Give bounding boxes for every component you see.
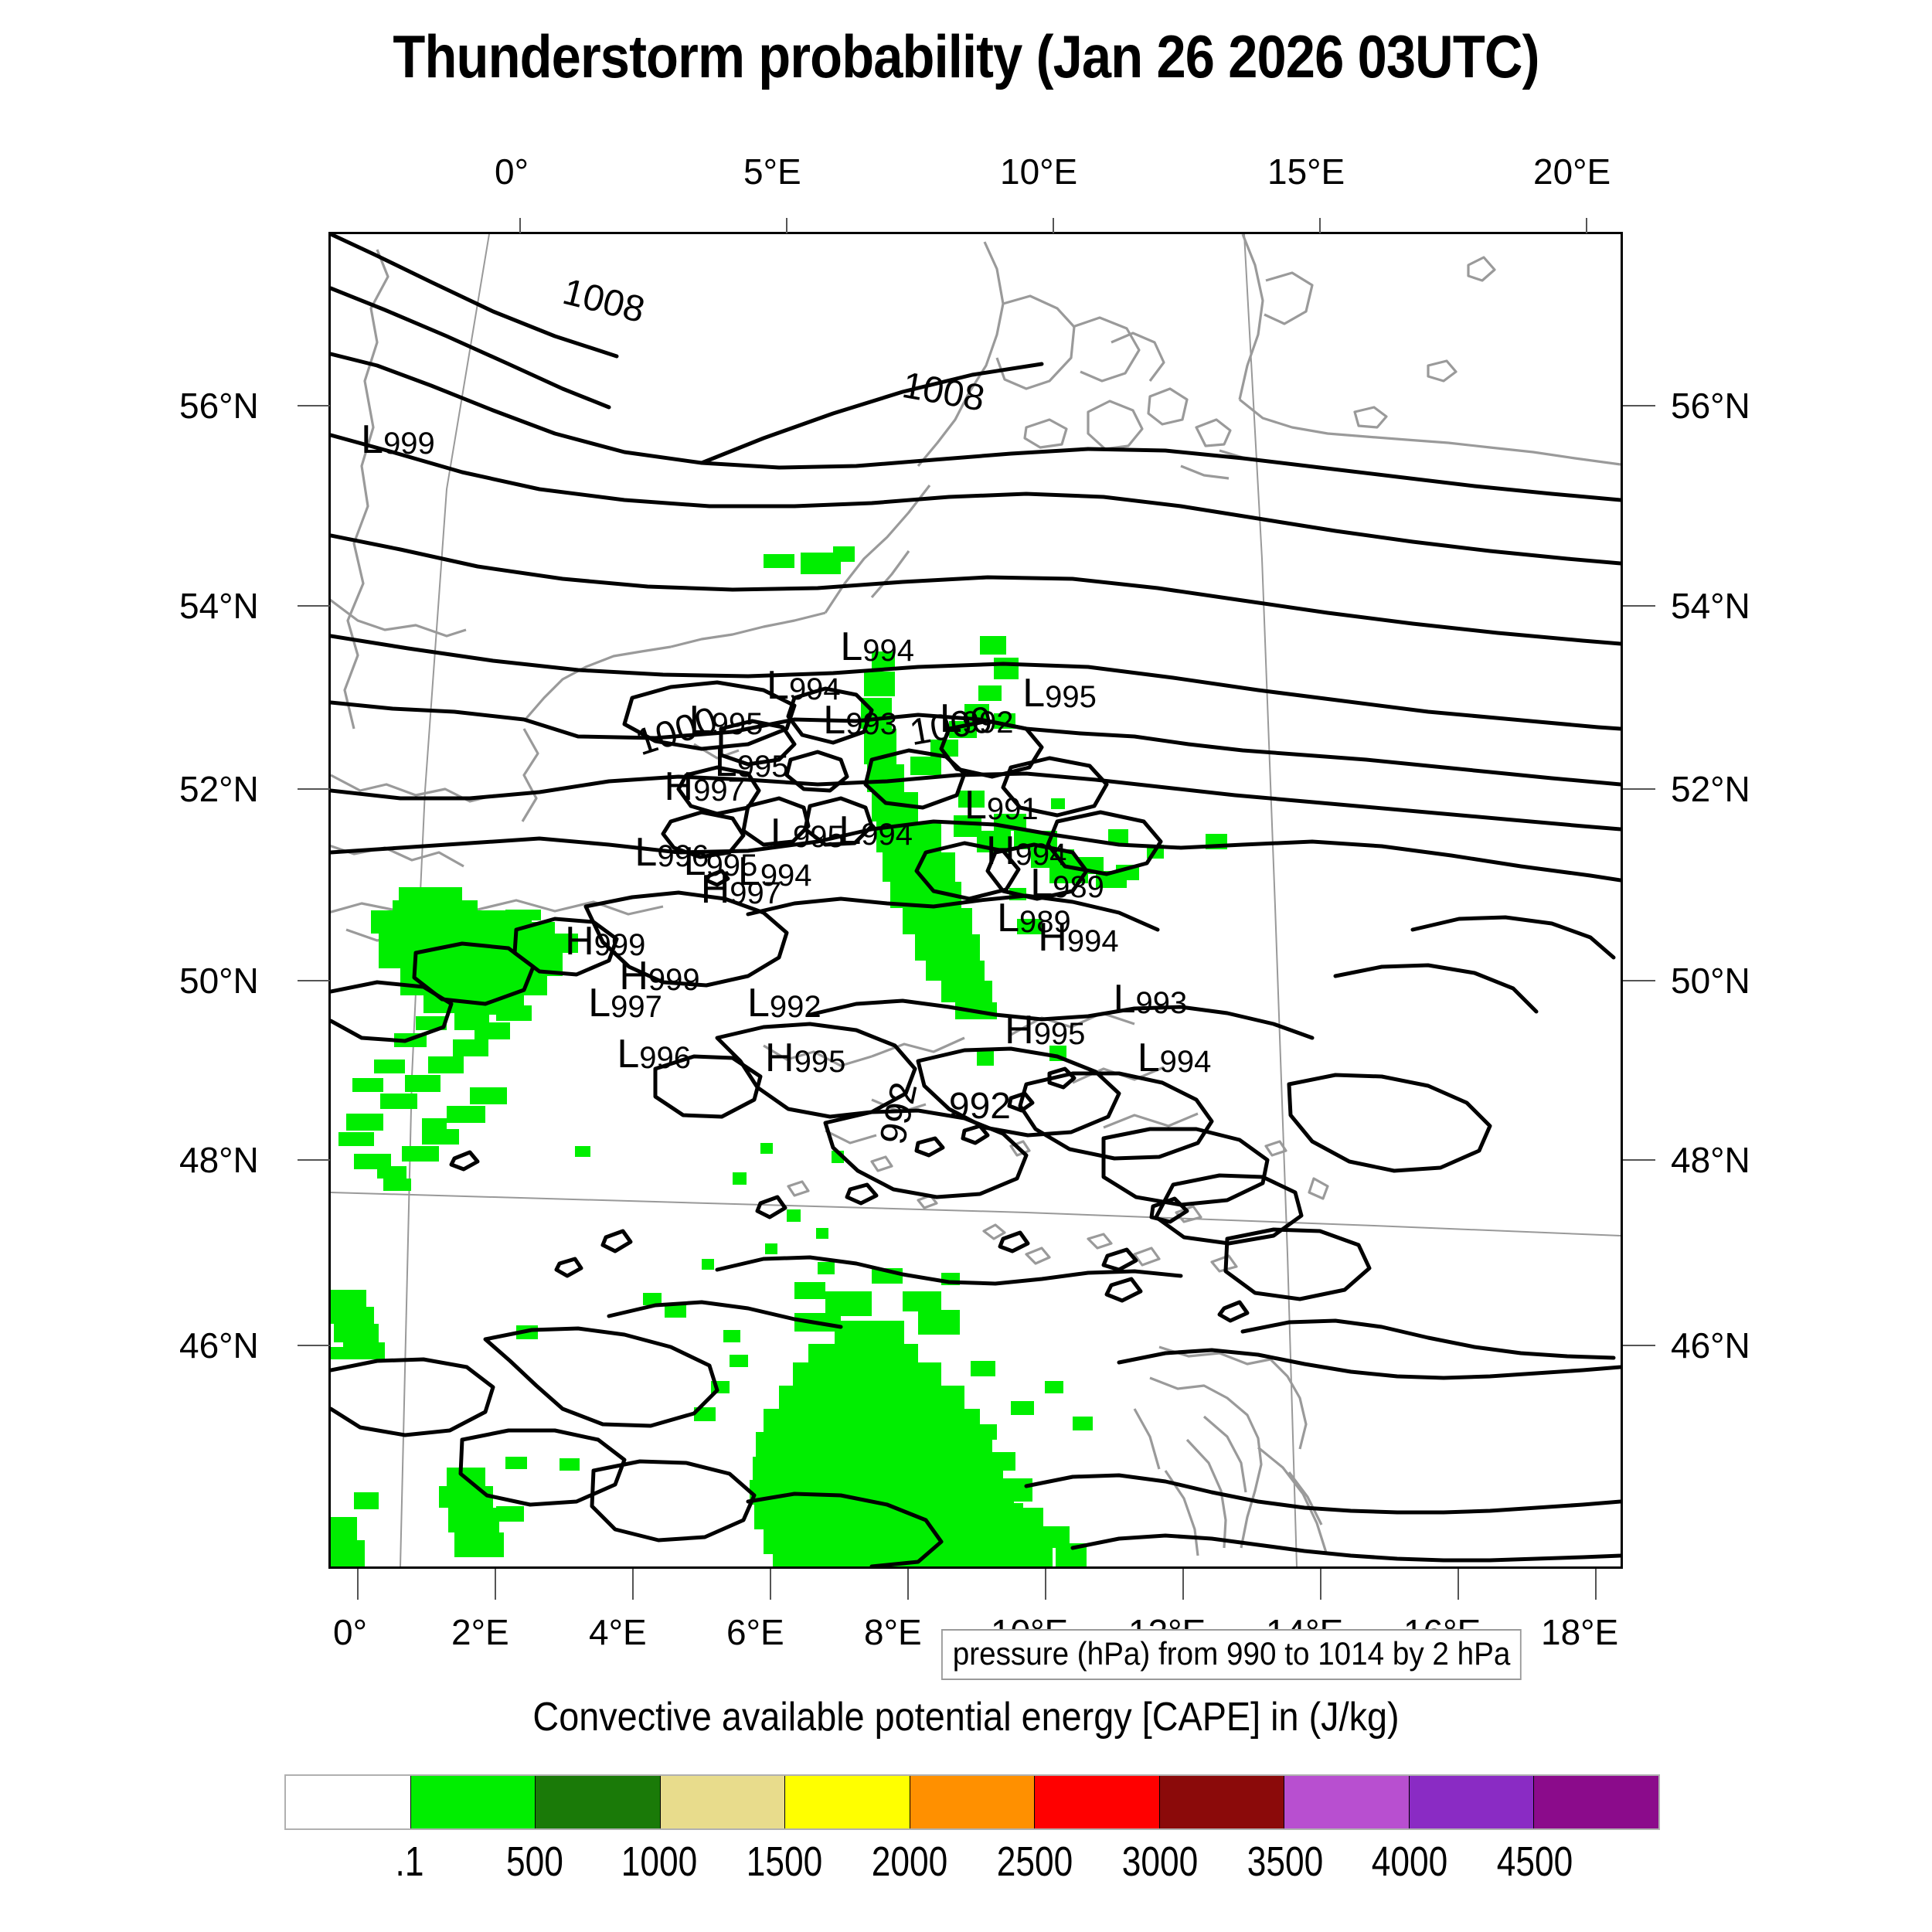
pressure-legend-note: pressure (hPa) from 990 to 1014 by 2 hPa xyxy=(941,1629,1522,1680)
lat-label-left: 56°N xyxy=(179,386,259,426)
colorbar-cell-9[interactable] xyxy=(1408,1776,1534,1828)
colorbar-cell-3[interactable] xyxy=(659,1776,785,1828)
lat-label-right: 54°N xyxy=(1671,586,1750,626)
colorbar-cell-2[interactable] xyxy=(535,1776,660,1828)
page-title: Thunderstorm probability (Jan 26 2026 03… xyxy=(393,22,1539,90)
lat-label-left: 50°N xyxy=(179,961,259,1001)
colorbar-tick-label: 1500 xyxy=(747,1838,823,1885)
colorbar-tick-labels: .1 500 1000 1500 2000 2500 3000 3500 4000 4500 xyxy=(284,1838,1660,1892)
colorbar-cell-4[interactable] xyxy=(784,1776,910,1828)
colorbar-cell-1[interactable] xyxy=(410,1776,536,1828)
map-canvas xyxy=(331,234,1621,1566)
lon-label-top: 0° xyxy=(495,151,529,192)
lon-label-top: 5°E xyxy=(743,151,801,192)
lon-label-bottom: 4°E xyxy=(589,1612,647,1652)
coastlines xyxy=(331,234,1621,1556)
isobars xyxy=(331,234,1621,1566)
lon-label-bottom: 8°E xyxy=(864,1612,922,1652)
lon-label-bottom: 0° xyxy=(333,1612,367,1652)
lat-label-left: 52°N xyxy=(179,769,259,809)
lat-label-right: 48°N xyxy=(1671,1140,1750,1180)
map-plot-area[interactable] xyxy=(328,232,1623,1569)
colorbar-tick-label: 4000 xyxy=(1372,1838,1448,1885)
colorbar-tick-label: 3500 xyxy=(1247,1838,1323,1885)
lat-label-right: 50°N xyxy=(1671,961,1750,1001)
lon-label-top: 20°E xyxy=(1533,151,1611,192)
lat-label-left: 46°N xyxy=(179,1325,259,1366)
colorbar-cell-7[interactable] xyxy=(1158,1776,1284,1828)
cape-colorbar[interactable] xyxy=(284,1774,1660,1830)
colorbar-tick-label: 1000 xyxy=(621,1838,698,1885)
colorbar-tick-label: 4500 xyxy=(1496,1838,1573,1885)
colorbar-caption: Convective available potential energy [C… xyxy=(532,1695,1400,1740)
colorbar-tick-label: 500 xyxy=(505,1838,563,1885)
lat-label-right: 52°N xyxy=(1671,769,1750,809)
colorbar-cell-10[interactable] xyxy=(1533,1776,1659,1828)
colorbar-tick-label: 2500 xyxy=(996,1838,1073,1885)
colorbar-cell-5[interactable] xyxy=(909,1776,1035,1828)
lat-label-left: 54°N xyxy=(179,586,259,626)
lon-label-bottom: 6°E xyxy=(726,1612,784,1652)
lat-label-right: 56°N xyxy=(1671,386,1750,426)
colorbar-cell-6[interactable] xyxy=(1034,1776,1159,1828)
lon-label-top: 10°E xyxy=(1000,151,1078,192)
colorbar-cell-0[interactable] xyxy=(286,1776,410,1828)
lon-label-bottom: 2°E xyxy=(451,1612,509,1652)
lon-label-top: 15°E xyxy=(1267,151,1345,192)
colorbar-tick-label: .1 xyxy=(395,1838,424,1885)
lat-label-right: 46°N xyxy=(1671,1325,1750,1366)
colorbar-tick-label: 3000 xyxy=(1121,1838,1198,1885)
colorbar-cell-8[interactable] xyxy=(1284,1776,1409,1828)
colorbar-tick-label: 2000 xyxy=(871,1838,948,1885)
lat-label-left: 48°N xyxy=(179,1140,259,1180)
lon-label-bottom: 18°E xyxy=(1541,1612,1619,1652)
graticule xyxy=(331,234,1621,1566)
